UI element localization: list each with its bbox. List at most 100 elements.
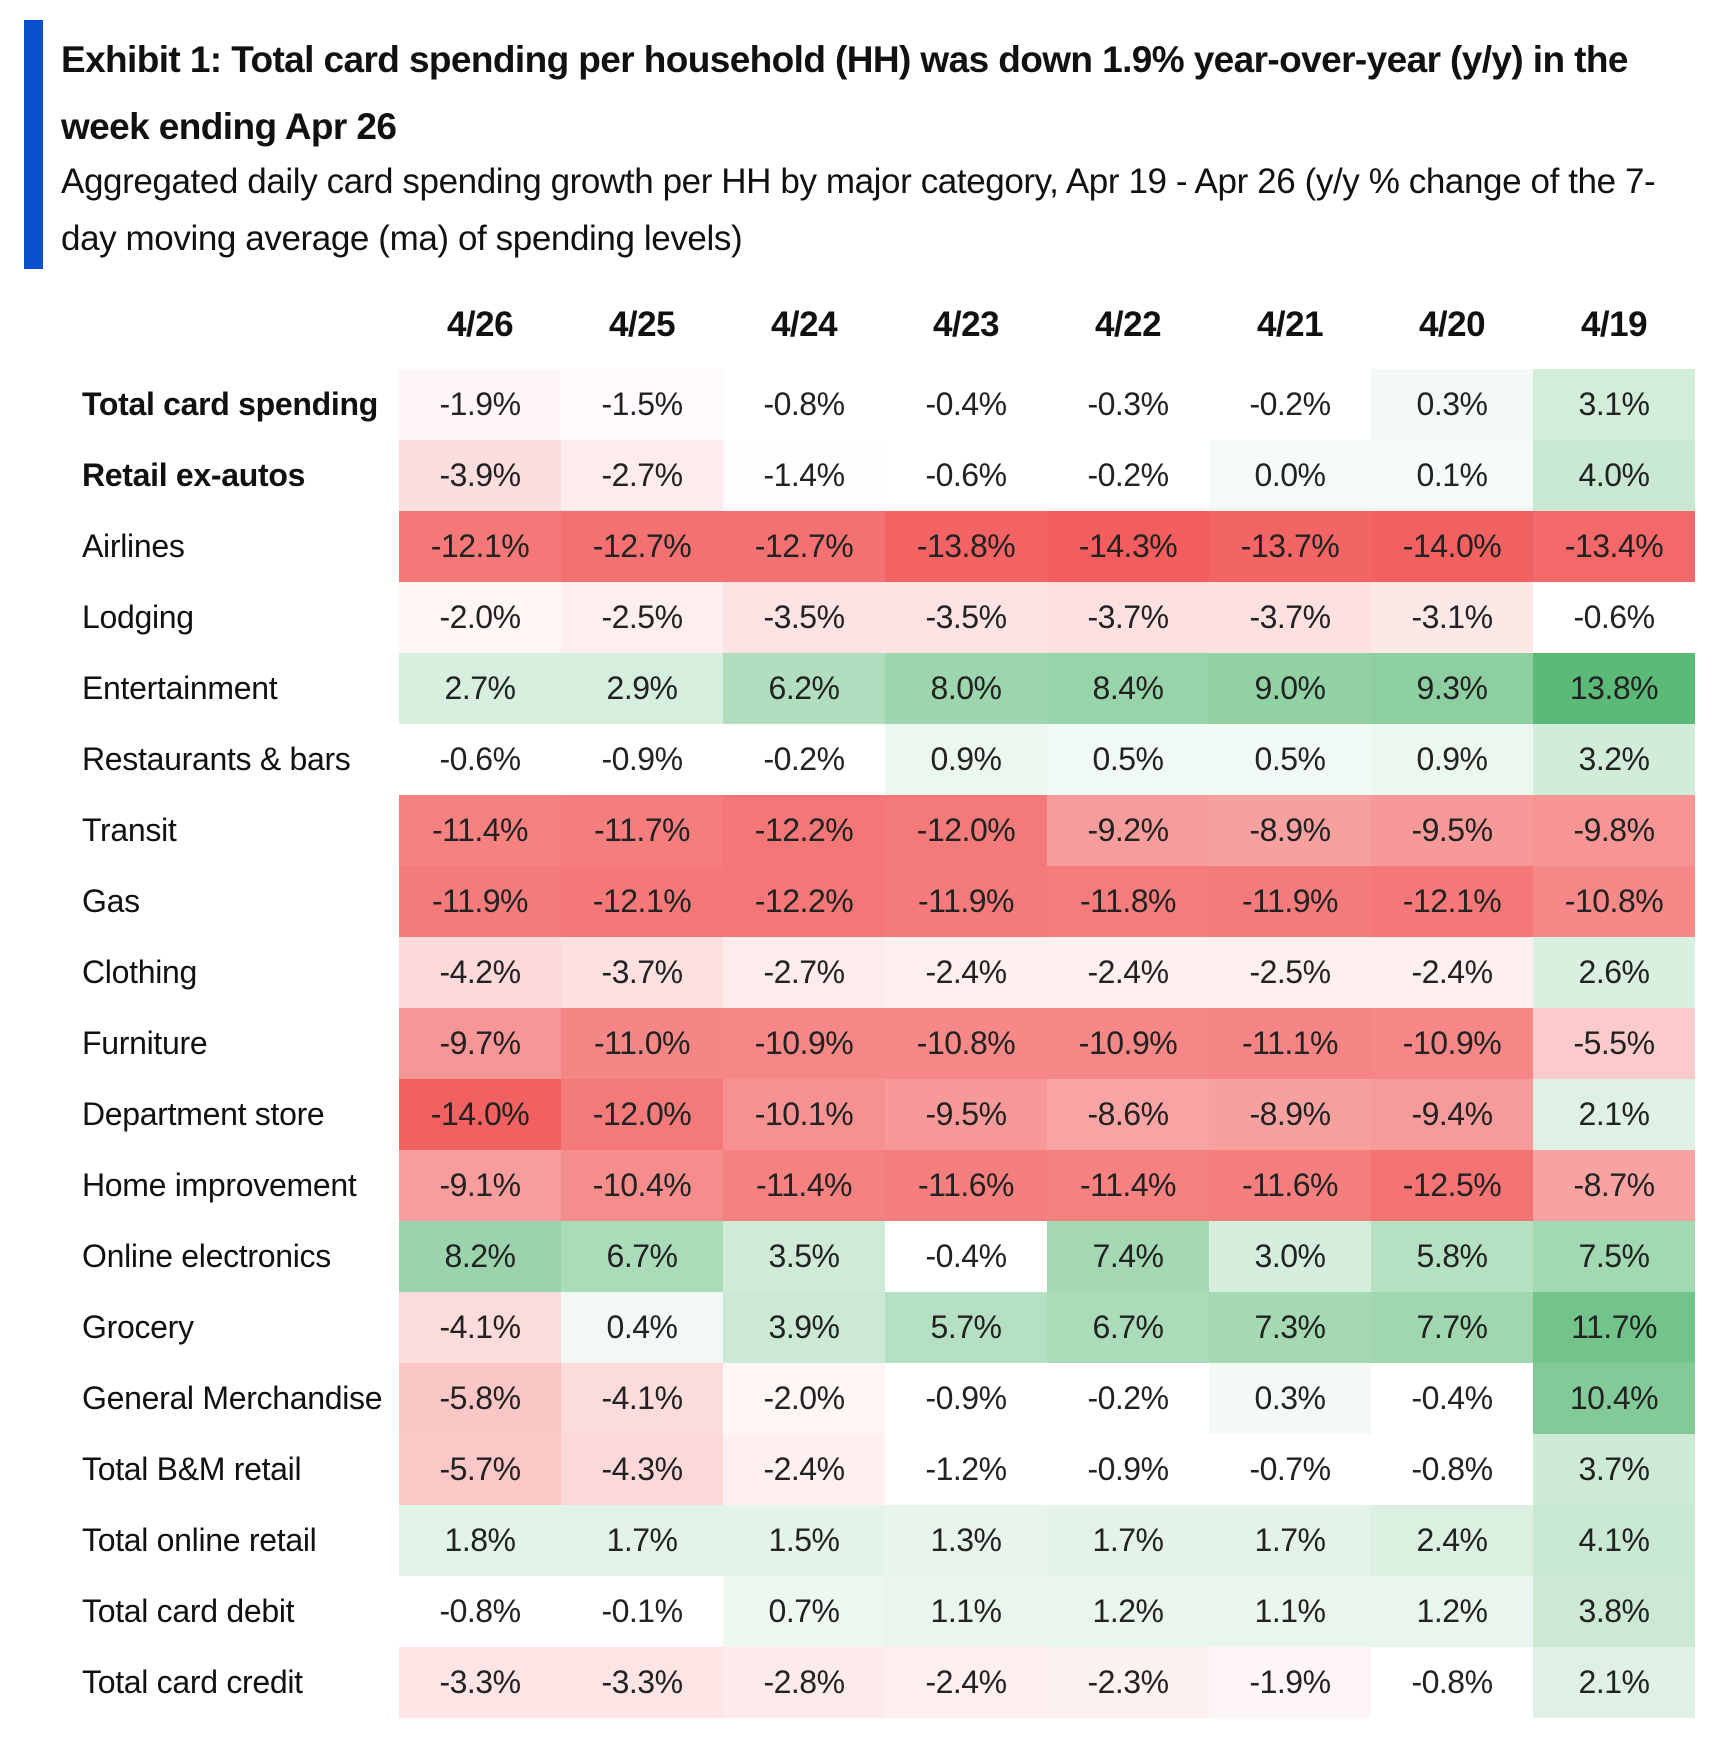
heatmap-cell: 6.7% bbox=[561, 1221, 723, 1292]
heatmap-cell: 2.1% bbox=[1533, 1079, 1695, 1150]
chart-subtitle: Aggregated daily card spending growth pe… bbox=[61, 162, 1656, 258]
heatmap-cell: -3.5% bbox=[885, 582, 1047, 653]
table-row: Online electronics 8.2% 6.7% 3.5% -0.4% 7.4% 3… bbox=[82, 1221, 1695, 1292]
heatmap-cell: 13.8% bbox=[1533, 653, 1695, 724]
heatmap-cell: -11.9% bbox=[399, 866, 561, 937]
heatmap-cell: -2.0% bbox=[723, 1363, 885, 1434]
heatmap-cell: 2.4% bbox=[1371, 1505, 1533, 1576]
heatmap-cell: 7.3% bbox=[1209, 1292, 1371, 1363]
heatmap-cell: -0.2% bbox=[1209, 369, 1371, 440]
heatmap-cell: -2.4% bbox=[1047, 937, 1209, 1008]
heatmap-cell: 0.7% bbox=[723, 1576, 885, 1647]
heatmap-cell: -2.7% bbox=[561, 440, 723, 511]
heatmap-cell: -0.6% bbox=[1533, 582, 1695, 653]
heatmap-cell: -5.7% bbox=[399, 1434, 561, 1505]
row-label: Retail ex-autos bbox=[82, 457, 306, 493]
heatmap-cell: 3.8% bbox=[1533, 1576, 1695, 1647]
heatmap-cell: 11.7% bbox=[1533, 1292, 1695, 1363]
heatmap-cell: -1.5% bbox=[561, 369, 723, 440]
row-label: Lodging bbox=[82, 599, 194, 635]
heatmap-cell: -0.4% bbox=[1371, 1363, 1533, 1434]
heatmap-cell: 9.0% bbox=[1209, 653, 1371, 724]
heatmap-cell: -12.1% bbox=[561, 866, 723, 937]
heatmap-cell: -0.2% bbox=[723, 724, 885, 795]
heatmap-cell: -2.8% bbox=[723, 1647, 885, 1718]
heatmap-cell: -3.7% bbox=[1209, 582, 1371, 653]
column-header: 4/26 bbox=[446, 305, 514, 344]
heatmap-cell: 0.3% bbox=[1371, 369, 1533, 440]
heatmap-cell: -10.9% bbox=[1371, 1008, 1533, 1079]
heatmap-cell: 1.2% bbox=[1371, 1576, 1533, 1647]
heatmap-cell: -1.9% bbox=[399, 369, 561, 440]
row-label: Gas bbox=[82, 883, 140, 919]
column-header: 4/21 bbox=[1256, 305, 1324, 344]
heatmap-cell: -11.4% bbox=[1047, 1150, 1209, 1221]
heatmap-cell: -0.1% bbox=[561, 1576, 723, 1647]
heatmap-cell: 1.3% bbox=[885, 1505, 1047, 1576]
row-label: Total card spending bbox=[82, 386, 378, 422]
heatmap-cell: -10.1% bbox=[723, 1079, 885, 1150]
heatmap-cell: 1.2% bbox=[1047, 1576, 1209, 1647]
heatmap-cell: -0.6% bbox=[399, 724, 561, 795]
heatmap-cell: -2.4% bbox=[723, 1434, 885, 1505]
heatmap-cell: -11.9% bbox=[1209, 866, 1371, 937]
heatmap-cell: 6.2% bbox=[723, 653, 885, 724]
row-label: Total card debit bbox=[82, 1593, 295, 1629]
row-label: Transit bbox=[82, 812, 177, 848]
heatmap-cell: 0.1% bbox=[1371, 440, 1533, 511]
heatmap-cell: -0.3% bbox=[1047, 369, 1209, 440]
table-row: Total card credit -3.3% -3.3% -2.8% -2.4% -2.… bbox=[82, 1647, 1695, 1718]
column-header: 4/24 bbox=[770, 305, 838, 344]
heatmap-cell: -11.7% bbox=[561, 795, 723, 866]
heatmap-cell: -13.7% bbox=[1209, 511, 1371, 582]
heatmap-cell: -4.3% bbox=[561, 1434, 723, 1505]
row-label: Total B&M retail bbox=[82, 1451, 302, 1487]
heatmap-cell: -12.0% bbox=[561, 1079, 723, 1150]
table-row: General Merchandise -5.8% -4.1% -2.0% -0.9% -… bbox=[82, 1363, 1695, 1434]
column-header: 4/23 bbox=[932, 305, 1000, 344]
heatmap-cell: 3.5% bbox=[723, 1221, 885, 1292]
heatmap-cell: 8.4% bbox=[1047, 653, 1209, 724]
heatmap-cell: 1.1% bbox=[1209, 1576, 1371, 1647]
heatmap-cell: -4.2% bbox=[399, 937, 561, 1008]
heatmap-cell: 5.7% bbox=[885, 1292, 1047, 1363]
heatmap-cell: 0.5% bbox=[1047, 724, 1209, 795]
heatmap-cell: 3.0% bbox=[1209, 1221, 1371, 1292]
table-row: Airlines -12.1% -12.7% -12.7% -13.8% -14.3% -1… bbox=[82, 511, 1695, 582]
heatmap-cell: -2.4% bbox=[885, 1647, 1047, 1718]
heatmap-cell: 6.7% bbox=[1047, 1292, 1209, 1363]
heatmap-cell: 3.1% bbox=[1533, 369, 1695, 440]
heatmap-cell: -11.1% bbox=[1209, 1008, 1371, 1079]
heatmap-cell: -3.5% bbox=[723, 582, 885, 653]
heatmap-cell: 1.7% bbox=[561, 1505, 723, 1576]
heatmap-cell: 1.7% bbox=[1047, 1505, 1209, 1576]
row-label: Home improvement bbox=[82, 1167, 357, 1203]
heatmap-cell: -12.5% bbox=[1371, 1150, 1533, 1221]
heatmap-cell: -1.2% bbox=[885, 1434, 1047, 1505]
heatmap-cell: -2.4% bbox=[1371, 937, 1533, 1008]
heatmap-cell: -0.9% bbox=[561, 724, 723, 795]
heatmap-cell: -10.9% bbox=[723, 1008, 885, 1079]
heatmap-cell: -12.7% bbox=[561, 511, 723, 582]
heatmap-cell: -2.5% bbox=[561, 582, 723, 653]
table-row: Home improvement -9.1% -10.4% -11.4% -11.6% -… bbox=[82, 1150, 1695, 1221]
heatmap-cell: -3.9% bbox=[399, 440, 561, 511]
heatmap-cell: -9.4% bbox=[1371, 1079, 1533, 1150]
row-label: Total online retail bbox=[82, 1522, 317, 1558]
heatmap-cell: 8.0% bbox=[885, 653, 1047, 724]
heatmap-cell: -0.8% bbox=[723, 369, 885, 440]
heatmap-cell: 4.1% bbox=[1533, 1505, 1695, 1576]
row-label: Online electronics bbox=[82, 1238, 331, 1274]
heatmap-cell: -12.2% bbox=[723, 795, 885, 866]
heatmap-cell: -11.6% bbox=[885, 1150, 1047, 1221]
heatmap-cell: -3.1% bbox=[1371, 582, 1533, 653]
heatmap-cell: -11.4% bbox=[723, 1150, 885, 1221]
heatmap-cell: -13.8% bbox=[885, 511, 1047, 582]
heatmap-cell: -8.6% bbox=[1047, 1079, 1209, 1150]
heatmap-cell: 0.9% bbox=[1371, 724, 1533, 795]
heatmap-cell: -8.9% bbox=[1209, 795, 1371, 866]
heatmap-cell: -12.1% bbox=[399, 511, 561, 582]
heatmap-cell: 10.4% bbox=[1533, 1363, 1695, 1434]
heatmap-cell: -0.8% bbox=[399, 1576, 561, 1647]
heatmap-cell: -13.4% bbox=[1533, 511, 1695, 582]
